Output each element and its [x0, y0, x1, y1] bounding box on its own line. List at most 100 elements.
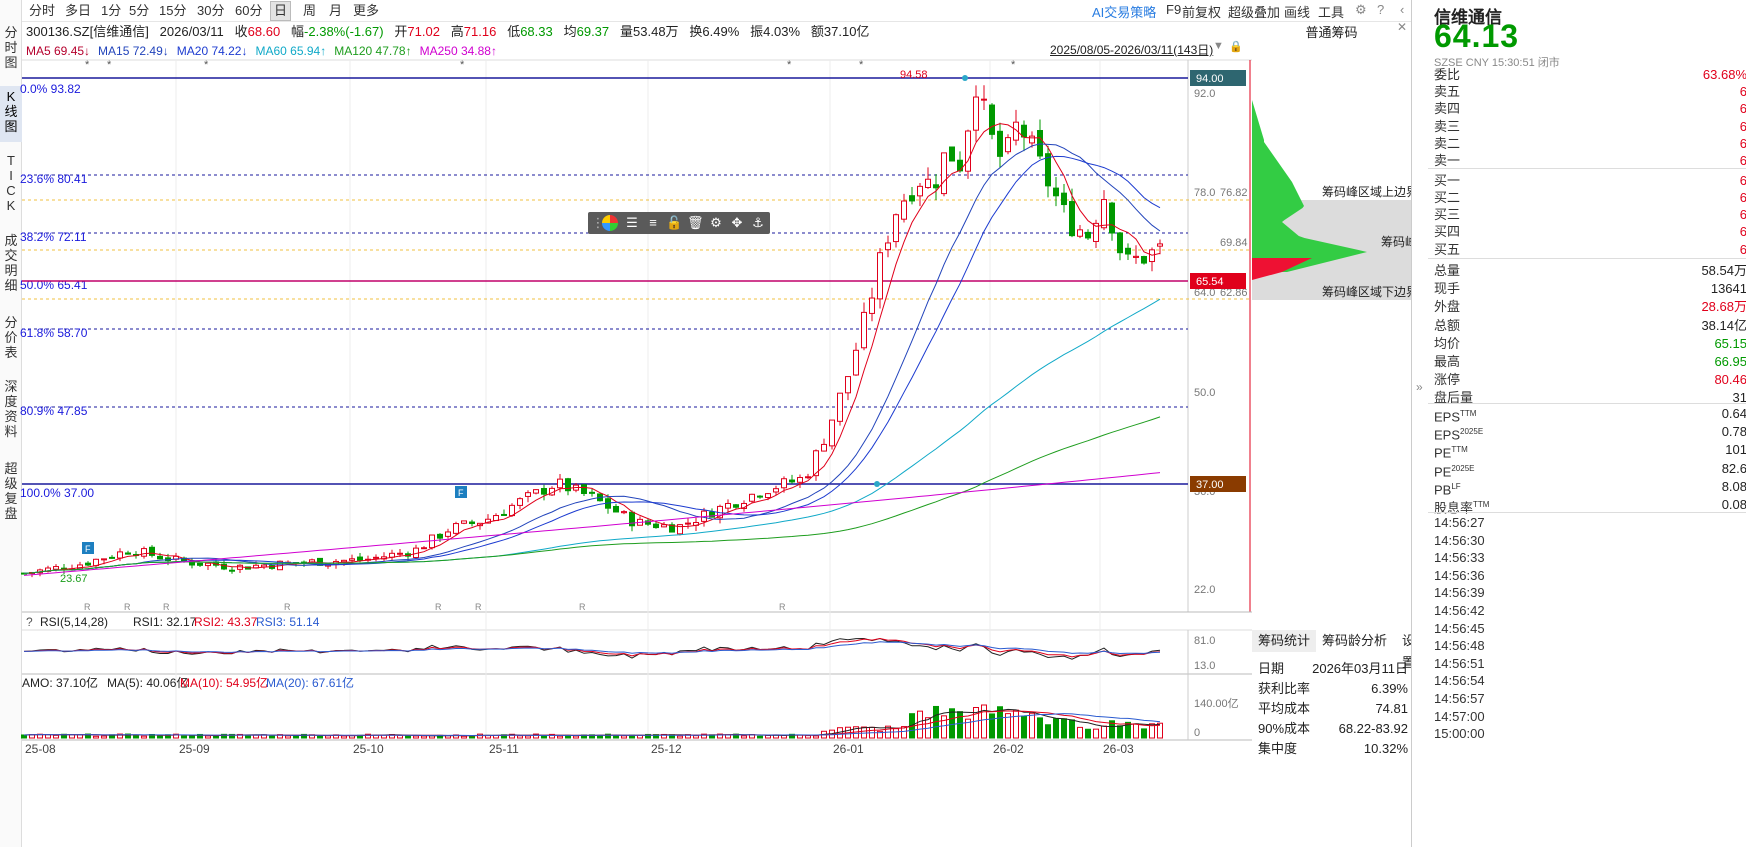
gear-icon[interactable]: ⚙ [1355, 2, 1367, 17]
help-icon[interactable]: ? [1377, 2, 1385, 17]
candle-body [829, 419, 835, 447]
volume-bar [325, 735, 331, 739]
period-tab-3[interactable]: 1分 [101, 3, 122, 18]
period-tab-4[interactable]: 5分 [129, 3, 150, 18]
stat-value: 66.95 [1714, 354, 1746, 369]
period-tab-6[interactable]: 30分 [197, 3, 225, 18]
drag-handle-icon[interactable]: ⋮ [591, 215, 605, 230]
volume-bar [741, 735, 747, 739]
tool-button-6[interactable]: 工具 [1318, 5, 1345, 20]
volume-bar [221, 733, 227, 739]
candle-body [1077, 229, 1083, 237]
candle-body [397, 552, 403, 555]
anchor-icon[interactable]: ⚓ [752, 215, 764, 230]
left-nav-1[interactable]: 分时图 [4, 25, 18, 70]
expand-icon[interactable]: » [1416, 380, 1423, 394]
period-tab-10[interactable]: 月 [329, 3, 343, 18]
line-width-icon[interactable]: ≡ [649, 215, 657, 230]
collapse-icon[interactable]: ‹ [1400, 2, 1405, 17]
settings-icon[interactable]: ⚙ [710, 215, 722, 230]
x-axis-label: 25-08 [25, 742, 56, 756]
volume-bar [541, 735, 547, 739]
price-axis-tick: 22.0 [1194, 584, 1215, 596]
volume-bar [1141, 728, 1147, 739]
book-value: 6 [1739, 172, 1746, 188]
candle-body [541, 488, 547, 495]
candle-body [669, 524, 675, 533]
volume-bar [269, 735, 275, 739]
event-star-icon[interactable]: * [107, 59, 112, 71]
candles[interactable] [21, 85, 1163, 578]
event-marker-icon[interactable] [82, 542, 94, 554]
move-icon[interactable]: ✥ [731, 215, 743, 230]
tool-button-1[interactable]: AI交易策略 [1092, 5, 1157, 20]
period-tab-7[interactable]: 60分 [235, 3, 263, 18]
stats-label: 获利比率 [1258, 681, 1311, 696]
delete-icon[interactable]: 🗑 [687, 215, 704, 230]
event-star-icon[interactable]: * [460, 59, 465, 71]
event-star-icon[interactable]: * [787, 59, 792, 71]
event-marker-icon[interactable] [455, 486, 467, 498]
open-label: 开 [394, 24, 408, 39]
period-tab-5[interactable]: 15分 [159, 3, 187, 18]
ma-legend-item: MA120 47.78↑ [334, 44, 412, 58]
book-label: 卖二 [1434, 135, 1461, 151]
tool-button-4[interactable]: 超级叠加 [1228, 5, 1281, 20]
event-star-icon[interactable]: * [1011, 59, 1016, 71]
candle-body [989, 104, 995, 135]
tick-time: 14:56:45 [1434, 620, 1485, 636]
candle-body [349, 558, 355, 561]
range-dropdown-icon[interactable]: ▼ [1213, 40, 1224, 52]
candle-body [1053, 187, 1059, 197]
period-tab-11[interactable]: 更多 [353, 3, 380, 18]
period-tab-8[interactable]: 日 [270, 1, 292, 21]
lock-icon[interactable]: 🔒 [1229, 41, 1243, 53]
left-nav-5[interactable]: 分价表 [4, 315, 18, 360]
volume-bar [693, 735, 699, 739]
candle-body [957, 159, 963, 172]
tick-time: 14:57:00 [1434, 708, 1485, 724]
tool-button-2[interactable]: F9 [1166, 2, 1182, 17]
candle-body [901, 200, 907, 220]
volume-bar [413, 735, 419, 739]
event-star-icon[interactable]: * [204, 59, 209, 71]
book-value: 6 [1739, 224, 1746, 240]
stat-value: 31 [1732, 390, 1746, 406]
left-nav-7[interactable]: 超级复盘 [4, 461, 18, 521]
lock-drawing-icon[interactable]: 🔓 [666, 215, 683, 230]
stats-label: 90%成本 [1258, 721, 1311, 736]
date-range-label[interactable]: 2025/08/05-2026/03/11(143日) [1050, 43, 1214, 57]
event-star-icon[interactable]: * [859, 59, 864, 71]
stats-tab-2[interactable]: 筹码龄分析 [1322, 633, 1388, 648]
event-star-icon[interactable]: * [85, 59, 90, 71]
fib-label: 23.6% 80.41 [20, 172, 88, 186]
indicator-help-icon[interactable]: ? [26, 615, 33, 629]
left-nav-6[interactable]: 深度资料 [4, 379, 18, 439]
quote-stat-row: 总量 58.54万 [1434, 262, 1746, 280]
tool-button-3[interactable]: 前复权 [1182, 5, 1222, 20]
close-icon[interactable]: ✕ [1396, 20, 1407, 34]
period-tab-2[interactable]: 多日 [65, 3, 92, 18]
volume-bar [525, 735, 531, 739]
stat-label: 均价 [1434, 335, 1461, 351]
stats-tab-1[interactable]: 筹码统计 [1252, 630, 1317, 652]
fin-value: 0.64 [1721, 406, 1746, 421]
candle-body [1013, 121, 1019, 141]
candle-body [1069, 201, 1075, 237]
period-tab-1[interactable]: 分时 [29, 3, 56, 18]
avg-value: 69.37 [576, 24, 610, 39]
left-nav-4[interactable]: 成交明细 [4, 233, 18, 293]
period-tab-9[interactable]: 周 [303, 3, 317, 18]
line-style-icon[interactable]: ☰ [626, 215, 638, 230]
candle-body [357, 556, 363, 561]
book-label: 卖五 [1434, 84, 1461, 99]
candle-body [869, 297, 875, 314]
candle-body [453, 523, 459, 534]
color-palette-icon[interactable] [602, 215, 618, 231]
kline-chart[interactable]: *******92.078.076.8269.8464.062.8650.036… [0, 0, 1252, 847]
tool-button-5[interactable]: 画线 [1284, 5, 1311, 20]
